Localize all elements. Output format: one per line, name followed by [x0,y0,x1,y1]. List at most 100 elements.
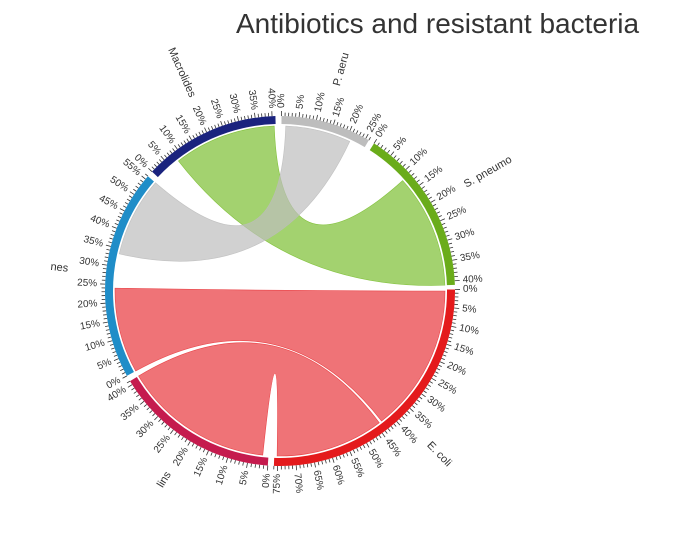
tick-label-e-coli: 75% [272,474,283,494]
tick-mark [429,381,433,384]
tick-mark [449,333,454,335]
tick-mark [321,460,324,465]
tick-label-macrolides: 10% [156,123,177,146]
tick-mark [105,244,111,247]
tick-mark [414,402,418,406]
tick-label-p-aeru: 10% [313,91,328,113]
tick-mark [225,457,229,463]
tick-mark [390,151,395,156]
tick-mark [111,230,116,233]
tick-mark [143,404,147,407]
tick-mark [133,391,137,394]
tick-mark [227,120,230,124]
tick-mark [110,233,115,236]
tick-mark [442,354,447,357]
tick-mark [452,318,457,321]
tick-mark [107,336,112,339]
tick-mark [191,443,195,447]
tick-label-nes: 10% [84,338,106,354]
tick-mark [246,462,248,468]
tick-mark [349,125,353,131]
tick-mark [430,199,436,203]
tick-mark [105,325,109,327]
tick-mark [188,135,192,141]
tick-mark [250,463,252,468]
tick-mark [333,119,336,125]
ribbons-layer [114,125,446,457]
tick-label-macrolides: 40% [265,88,277,109]
tick-mark [362,444,366,449]
tick-mark [407,410,411,414]
tick-mark [451,326,457,328]
tick-mark [138,397,142,401]
tick-mark [404,413,408,417]
tick-label-macrolides: 5% [145,139,163,157]
tick-mark [180,142,184,146]
arc-nes [105,176,154,376]
tick-mark [352,128,356,133]
tick-mark [438,364,442,367]
tick-mark [240,116,243,121]
tick-mark [441,222,446,225]
tick-label-nes: 15% [79,318,101,332]
tick-mark [428,196,432,200]
tick-mark [339,123,342,127]
tick-mark [230,459,232,463]
tick-mark [214,124,217,129]
tick-mark [349,451,353,457]
tick-label-e-coli: 45% [382,436,403,459]
tick-mark [368,136,371,141]
tick-mark [121,372,126,375]
tick-mark [126,380,131,384]
tick-mark [161,421,165,425]
tick-mark [230,119,233,123]
tick-mark [169,150,173,154]
tick-mark [446,343,452,347]
tick-mark [401,416,405,420]
tick-label-e-coli: 25% [436,378,459,398]
tick-mark [195,445,198,449]
tick-mark [384,430,388,434]
tick-label-p-aeru: 0% [276,93,287,108]
tick-mark [136,394,140,398]
tick-label-macrolides: 25% [208,98,225,121]
tick-label-s-pneumo: 30% [454,227,476,243]
tick-mark [452,322,456,324]
tick-mark [112,351,116,354]
tick-mark [236,116,239,122]
tick-mark [447,340,452,343]
tick-mark [439,361,445,365]
tick-mark [204,127,207,133]
tick-mark [378,434,382,439]
tick-mark [421,186,425,189]
tick-mark [431,377,437,382]
tick-mark [316,114,318,120]
tick-label-e-coli: 20% [445,360,468,378]
tick-mark [118,365,122,368]
tick-mark [222,456,225,461]
tick-mark [346,125,349,130]
tick-mark [145,173,149,177]
tick-label-macrolides: 35% [246,89,260,110]
tick-mark [314,462,316,468]
tick-label-s-pneumo: 5% [392,135,410,153]
tick-mark [156,161,160,165]
tick-mark [408,169,412,173]
tick-mark [166,152,170,156]
tick-mark [140,179,144,183]
tick-mark [148,167,153,172]
tick-mark [131,387,135,391]
tick-mark [328,458,331,463]
tick-mark [405,165,410,170]
tick-mark [242,462,244,466]
tick-mark [105,252,110,255]
tick-mark [211,126,214,130]
tick-mark [187,441,191,446]
tick-label-e-coli: 55% [348,457,366,480]
tick-mark [149,410,153,414]
tick-mark [152,413,156,417]
tick-label-s-pneumo: 25% [445,204,468,222]
tick-mark [366,442,370,448]
tick-label-e-coli: 0% [463,284,478,295]
tick-label-e-coli: 60% [330,464,347,486]
